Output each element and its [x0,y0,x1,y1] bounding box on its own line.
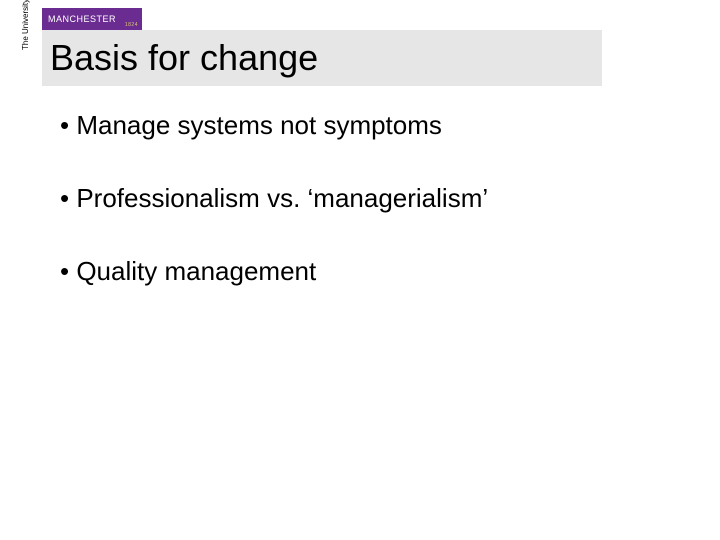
title-bar: Basis for change [42,30,602,86]
university-logo: MANCHESTER 1824 [42,8,142,30]
sidebar-affiliation: The University of Manchester [22,0,31,50]
body-area: Manage systems not symptoms Professional… [60,110,660,329]
bullet-item: Quality management [60,256,660,287]
logo-year: 1824 [125,22,138,28]
bullet-item: Professionalism vs. ‘managerialism’ [60,183,660,214]
bullet-item: Manage systems not symptoms [60,110,660,141]
slide-title: Basis for change [50,37,318,79]
logo-name: MANCHESTER [48,14,116,24]
slide: MANCHESTER 1824 The University of Manche… [0,0,720,540]
